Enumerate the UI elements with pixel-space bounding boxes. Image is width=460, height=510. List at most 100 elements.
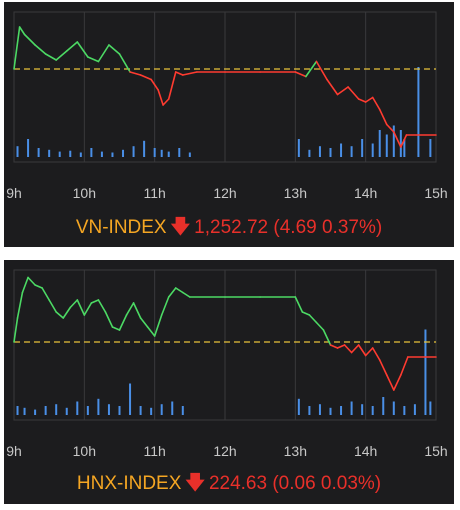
vn-index-price-segment <box>118 53 131 73</box>
hnx-index-volume-bar <box>86 406 89 415</box>
vn-index-price-segment <box>23 33 36 46</box>
hnx-index-price-segment <box>315 321 325 331</box>
hnx-index-volume-bar <box>329 407 332 415</box>
hnx-index-x-tick-label: 15h <box>424 443 447 459</box>
hnx-index-price-segment <box>55 311 65 319</box>
hnx-index-price-segment <box>329 344 339 349</box>
vn-index-x-tick-label: 10h <box>73 185 96 201</box>
hnx-index-price-segment <box>308 314 318 324</box>
hnx-index-volume-bar <box>139 406 142 415</box>
vn-index-price-segment <box>326 78 339 96</box>
hnx-index-volume-bar <box>382 397 385 415</box>
vn-index-price-segment <box>167 71 177 100</box>
vn-index-price-segment <box>76 41 89 58</box>
hnx-index-price-segment <box>13 317 19 343</box>
vn-index-volume-bar <box>361 139 364 157</box>
vn-index-price-segment <box>55 50 68 61</box>
vn-index-price-segment <box>150 78 159 91</box>
vn-index-value: 1,252.72 (4.69 0.37%) <box>194 217 383 238</box>
hnx-index-volume-bar <box>297 398 300 415</box>
hnx-index-volume-bar <box>160 404 163 415</box>
vn-index-price-segment <box>174 71 184 76</box>
vn-index-price-segment <box>364 96 374 103</box>
vn-index-volume-bar <box>37 148 40 157</box>
hnx-index-volume-bar <box>23 407 26 415</box>
vn-index-price-segment <box>305 60 318 78</box>
hnx-index-price-segment <box>34 284 43 289</box>
arrow-down-icon: 🡇 <box>170 217 191 238</box>
arrow-down-icon: 🡇 <box>185 473 205 494</box>
vn-index-volume-bar <box>122 149 125 157</box>
vn-index-price-segment <box>87 56 100 63</box>
vn-index-volume-bar <box>79 152 82 157</box>
vn-index-x-tick-label: 11h <box>144 185 166 201</box>
hnx-index-price-segment <box>294 296 304 313</box>
hnx-index-price-segment <box>48 299 58 313</box>
hnx-index-caption: HNX-INDEX 🡇 224.63 (0.06 0.03%) <box>4 473 454 495</box>
vn-index-volume-bar <box>153 148 156 157</box>
hnx-index-price-segment <box>69 299 79 309</box>
hnx-index-x-tick-label: 11h <box>144 443 166 459</box>
vn-index-volume-bar <box>27 139 30 157</box>
hnx-index-x-tick-label: 10h <box>73 443 96 459</box>
vn-index-price-segment <box>129 71 142 76</box>
vn-index-volume-bar <box>429 139 432 157</box>
hnx-index-volume-bar <box>371 406 374 415</box>
hnx-index-x-tick-label: 12h <box>213 443 236 459</box>
vn-index-volume-bar <box>111 152 114 157</box>
hnx-index-volume-bar <box>429 401 432 415</box>
vn-index-volume-bar <box>143 140 146 157</box>
vn-index-x-tick-label: 15h <box>424 185 447 201</box>
vn-index-volume-bar <box>378 130 381 157</box>
vn-index-volume-bar <box>340 143 343 157</box>
hnx-index-price-segment <box>153 314 163 337</box>
hnx-index-volume-bar <box>65 407 68 415</box>
hnx-index-price-segment <box>392 374 402 391</box>
hnx-index-volume-bar <box>318 404 321 415</box>
vn-index-price-segment <box>336 86 349 96</box>
vn-index-price-segment <box>357 98 367 103</box>
vn-index-x-tick-label: 9h <box>6 185 22 201</box>
vn-index-price-segment <box>182 71 198 76</box>
hnx-index-price-segment <box>76 299 86 316</box>
vn-index-price-segment <box>13 26 21 70</box>
hnx-index-price-segment <box>371 347 381 361</box>
vn-index-price-segment <box>378 108 388 126</box>
vn-index-volume-bar <box>399 130 402 157</box>
vn-index-volume-bar <box>297 139 300 157</box>
hnx-index-volume-bar <box>118 406 121 415</box>
hnx-index-price-segment <box>90 299 100 304</box>
hnx-index-chart-panel: 9h 10h 11h 12h 13h 14h 15h HNX-INDEX 🡇 224.63 (0… <box>4 260 454 504</box>
vn-index-title: VN-INDEX <box>75 217 167 238</box>
vn-index-volume-bar <box>188 152 191 157</box>
hnx-index-volume-bar <box>392 401 395 415</box>
hnx-index-price-segment <box>336 344 346 349</box>
hnx-index-price-segment <box>111 326 121 331</box>
hnx-index-price-segment <box>132 302 142 319</box>
vn-index-volume-bar <box>160 149 163 157</box>
hnx-index-price-segment <box>357 344 367 357</box>
vn-index-price-segment <box>97 44 110 63</box>
hnx-index-x-tick-label: 14h <box>354 443 377 459</box>
hnx-index-volume-bar <box>129 383 132 415</box>
vn-index-price-segment <box>34 44 47 55</box>
hnx-index-volume-bar <box>403 406 406 415</box>
hnx-index-price-segment <box>343 344 353 354</box>
vn-index-volume-bar <box>132 146 135 157</box>
hnx-index-price-segment <box>160 296 170 316</box>
hnx-index-price-segment <box>27 276 36 286</box>
vn-index-volume-bar <box>385 134 388 157</box>
vn-index-price-segment <box>65 41 79 52</box>
hnx-index-volume-bar <box>97 398 100 415</box>
hnx-index-price-segment <box>167 287 177 298</box>
vn-index-price-segment <box>347 86 360 100</box>
hnx-index-price-segment <box>385 374 395 391</box>
hnx-index-title: HNX-INDEX <box>76 473 182 494</box>
hnx-index-price-segment <box>322 329 332 346</box>
vn-index-volume-bar <box>48 149 51 157</box>
hnx-index-volume-bar <box>413 404 416 415</box>
hnx-index-price-segment <box>97 299 107 313</box>
vn-index-volume-bar <box>371 143 374 157</box>
vn-index-price-segment <box>400 134 408 148</box>
vn-index-volume-bar <box>100 151 103 157</box>
